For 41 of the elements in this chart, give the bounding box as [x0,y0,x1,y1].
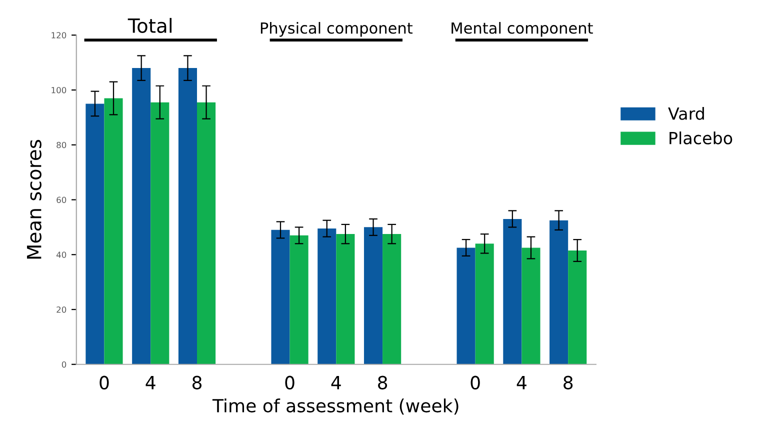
x-tick-label: 0 [285,376,294,390]
bar [550,220,568,364]
bar [364,227,383,364]
bar [150,102,170,364]
legend-label: Vard [668,107,704,120]
bar [382,234,402,364]
y-tick-label: 100 [52,86,66,94]
legend-label: Placebo [670,131,732,144]
bar [197,102,216,364]
bar [503,218,522,364]
bar [475,244,494,364]
annotation: Physical component [260,22,413,37]
bar [86,104,104,364]
bar [104,98,123,364]
annotation: Mental component [452,22,593,37]
x-tick-label: 4 [516,376,526,390]
x-tick-label: 4 [331,376,341,390]
x-tick-label: 0 [470,376,480,390]
bar [456,248,476,364]
bar [271,230,290,364]
y-tick-label: 120 [52,32,66,38]
bar [318,228,336,364]
x-tick-label: 0 [100,376,109,390]
x-tick-label: 8 [192,376,202,390]
bar [568,250,587,364]
bar [290,235,308,364]
y-tick-label: 60 [56,196,66,204]
x-tick-label: 4 [146,376,156,390]
bar [336,234,355,364]
y-axis-title: Mean scores [26,140,42,259]
y-tick-label: 20 [56,306,66,313]
bar [132,68,151,364]
x-tick-label: 8 [378,376,388,390]
text: Total [128,18,172,33]
bar [178,68,198,364]
y-tick-label: 80 [56,142,66,148]
y-tick-label: 0 [62,361,66,368]
x-axis-title: Time of assessment (week) [212,398,458,415]
y-tick-label: 40 [56,252,66,258]
bar [522,248,540,364]
x-tick-label: 8 [564,376,573,390]
